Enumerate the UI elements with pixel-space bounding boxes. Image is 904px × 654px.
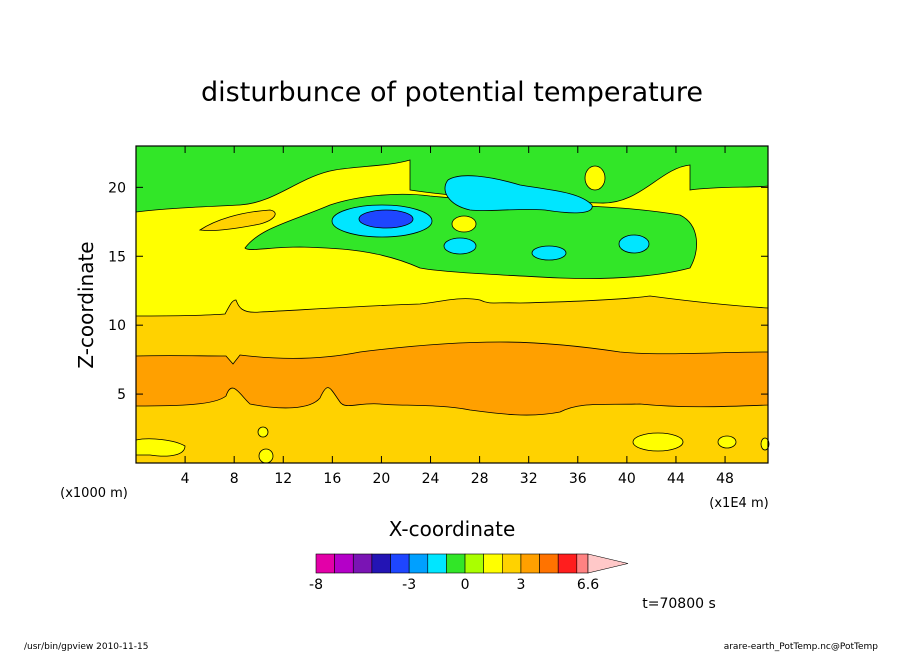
colorbar-swatch: [539, 553, 559, 574]
chart-title: disturbunce of potential temperature: [201, 77, 703, 108]
y-tick-label: 20: [108, 180, 126, 196]
x-axis-label: X-coordinate: [389, 517, 516, 541]
warm-blob: [198, 209, 276, 231]
colorbar-extend-arrow: [587, 553, 629, 574]
colorbar: -8 -3 0 3 6.6: [309, 553, 629, 593]
x-tick-label: 44: [667, 471, 685, 487]
x-tick-label: 24: [422, 471, 440, 487]
lower-warm-region: [135, 341, 769, 416]
y-axis-label: Z-coordinate: [74, 241, 98, 368]
surface-spot: [632, 432, 684, 452]
x-tick-label: 48: [716, 471, 734, 487]
footer-left: /usr/bin/gpview 2010-11-15: [24, 642, 149, 652]
x-tick-label: 4: [181, 471, 190, 487]
surface-spot: [257, 426, 269, 438]
y-axis-ticks: 5 10 15 20: [108, 180, 768, 403]
colorbar-swatch: [427, 553, 447, 574]
surface-spot: [717, 435, 737, 449]
y-tick-label: 5: [117, 387, 126, 403]
colorbar-swatch: [446, 553, 466, 574]
colorbar-tick-label: 0: [461, 577, 470, 593]
surface-spot: [135, 438, 186, 457]
colorbar-swatch: [464, 553, 484, 574]
x-tick-label: 20: [373, 471, 391, 487]
colorbar-swatch: [315, 553, 335, 574]
y-tick-label: 15: [108, 249, 126, 265]
x-tick-label: 32: [520, 471, 538, 487]
y-unit-label: (x1000 m): [60, 486, 128, 501]
colorbar-tick-label: -3: [402, 577, 416, 593]
yellow-spot: [584, 165, 606, 191]
colorbar-swatch: [390, 553, 410, 574]
x-tick-label: 36: [569, 471, 587, 487]
cyan-cell: [618, 234, 650, 254]
colorbar-swatch: [576, 553, 589, 574]
blue-core: [358, 209, 414, 229]
x-tick-label: 40: [618, 471, 636, 487]
surface-spot: [258, 448, 274, 464]
x-axis-ticks: 4 8 12 16 20 24 28 32 36 40 44 48: [181, 146, 734, 487]
footer-right: arare-earth_PotTemp.nc@PotTemp: [723, 642, 878, 652]
time-label: t=70800 s: [642, 596, 716, 612]
colorbar-swatch: [520, 553, 540, 574]
plot-area: [135, 145, 770, 464]
x-tick-label: 28: [471, 471, 489, 487]
colorbar-swatch: [352, 553, 373, 574]
x-unit-label: (x1E4 m): [709, 496, 768, 511]
colorbar-swatch: [408, 553, 429, 574]
x-tick-label: 8: [230, 471, 239, 487]
colorbar-swatch: [371, 553, 391, 574]
colorbar-tick-label: -8: [309, 577, 323, 593]
cyan-cell: [443, 237, 477, 255]
colorbar-swatch: [483, 553, 503, 574]
colorbar-swatch: [557, 553, 578, 574]
plot-frame: [135, 145, 769, 464]
x-tick-label: 12: [274, 471, 292, 487]
cyan-cell: [531, 245, 567, 261]
x-tick-label: 16: [323, 471, 341, 487]
surface-spot: [760, 437, 770, 451]
cyan-cell: [444, 175, 593, 214]
y-tick-label: 10: [108, 318, 126, 334]
yellow-spot: [451, 215, 477, 233]
colorbar-swatch: [502, 553, 522, 574]
colorbar-swatch: [334, 553, 354, 574]
colorbar-tick-label: 3: [516, 577, 525, 593]
colorbar-tick-label: 6.6: [577, 577, 599, 593]
